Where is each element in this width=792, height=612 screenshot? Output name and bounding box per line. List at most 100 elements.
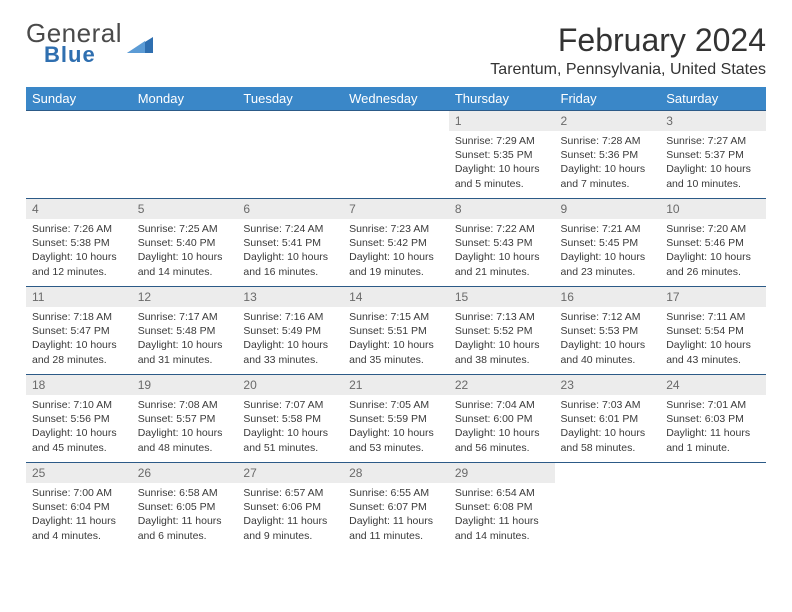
sunrise-text: Sunrise: 7:27 AM [666,134,760,148]
calendar-day-cell: 8Sunrise: 7:22 AMSunset: 5:43 PMDaylight… [449,199,555,287]
sunset-text: Sunset: 6:08 PM [455,500,549,514]
calendar-day-cell: 12Sunrise: 7:17 AMSunset: 5:48 PMDayligh… [132,287,238,375]
brand-text: General Blue [26,22,122,65]
calendar-day-cell: 7Sunrise: 7:23 AMSunset: 5:42 PMDaylight… [343,199,449,287]
sunrise-text: Sunrise: 7:18 AM [32,310,126,324]
calendar-day-cell [343,111,449,199]
day-number: 23 [555,375,661,395]
sunset-text: Sunset: 6:06 PM [243,500,337,514]
day-number: 17 [660,287,766,307]
sunset-text: Sunset: 5:57 PM [138,412,232,426]
day-details: Sunrise: 7:00 AMSunset: 6:04 PMDaylight:… [26,483,132,547]
sunset-text: Sunset: 5:54 PM [666,324,760,338]
day-number: 1 [449,111,555,131]
sunrise-text: Sunrise: 7:22 AM [455,222,549,236]
weekday-header: Thursday [449,87,555,111]
day-number: 26 [132,463,238,483]
calendar-day-cell: 3Sunrise: 7:27 AMSunset: 5:37 PMDaylight… [660,111,766,199]
daylight-text: Daylight: 10 hours and 21 minutes. [455,250,549,278]
sunset-text: Sunset: 5:48 PM [138,324,232,338]
daylight-text: Daylight: 11 hours and 14 minutes. [455,514,549,542]
day-number: 3 [660,111,766,131]
sunrise-text: Sunrise: 7:10 AM [32,398,126,412]
day-details: Sunrise: 7:28 AMSunset: 5:36 PMDaylight:… [555,131,661,195]
sunrise-text: Sunrise: 7:13 AM [455,310,549,324]
day-details: Sunrise: 7:07 AMSunset: 5:58 PMDaylight:… [237,395,343,459]
day-number: 2 [555,111,661,131]
sunset-text: Sunset: 5:56 PM [32,412,126,426]
calendar-week-row: 1Sunrise: 7:29 AMSunset: 5:35 PMDaylight… [26,111,766,199]
day-details: Sunrise: 6:58 AMSunset: 6:05 PMDaylight:… [132,483,238,547]
calendar-day-cell: 18Sunrise: 7:10 AMSunset: 5:56 PMDayligh… [26,375,132,463]
day-number: 19 [132,375,238,395]
calendar-day-cell: 25Sunrise: 7:00 AMSunset: 6:04 PMDayligh… [26,463,132,551]
sunrise-text: Sunrise: 7:05 AM [349,398,443,412]
day-details: Sunrise: 7:12 AMSunset: 5:53 PMDaylight:… [555,307,661,371]
day-number: 13 [237,287,343,307]
daylight-text: Daylight: 10 hours and 33 minutes. [243,338,337,366]
calendar-week-row: 25Sunrise: 7:00 AMSunset: 6:04 PMDayligh… [26,463,766,551]
day-details: Sunrise: 6:57 AMSunset: 6:06 PMDaylight:… [237,483,343,547]
calendar-day-cell: 26Sunrise: 6:58 AMSunset: 6:05 PMDayligh… [132,463,238,551]
day-details: Sunrise: 7:16 AMSunset: 5:49 PMDaylight:… [237,307,343,371]
daylight-text: Daylight: 10 hours and 48 minutes. [138,426,232,454]
calendar-day-cell: 1Sunrise: 7:29 AMSunset: 5:35 PMDaylight… [449,111,555,199]
daylight-text: Daylight: 11 hours and 4 minutes. [32,514,126,542]
sunrise-text: Sunrise: 7:07 AM [243,398,337,412]
daylight-text: Daylight: 10 hours and 28 minutes. [32,338,126,366]
day-number: 25 [26,463,132,483]
sunrise-text: Sunrise: 7:04 AM [455,398,549,412]
calendar-day-cell [237,111,343,199]
day-details: Sunrise: 7:15 AMSunset: 5:51 PMDaylight:… [343,307,449,371]
daylight-text: Daylight: 10 hours and 58 minutes. [561,426,655,454]
sunset-text: Sunset: 5:46 PM [666,236,760,250]
calendar-day-cell [26,111,132,199]
sunrise-text: Sunrise: 7:17 AM [138,310,232,324]
sunrise-text: Sunrise: 6:57 AM [243,486,337,500]
day-details: Sunrise: 7:25 AMSunset: 5:40 PMDaylight:… [132,219,238,283]
day-number: 4 [26,199,132,219]
sunset-text: Sunset: 5:47 PM [32,324,126,338]
day-details: Sunrise: 7:26 AMSunset: 5:38 PMDaylight:… [26,219,132,283]
day-details: Sunrise: 7:29 AMSunset: 5:35 PMDaylight:… [449,131,555,195]
day-number-bar-empty [237,111,343,131]
calendar-day-cell: 19Sunrise: 7:08 AMSunset: 5:57 PMDayligh… [132,375,238,463]
sunrise-text: Sunrise: 7:16 AM [243,310,337,324]
day-details: Sunrise: 7:05 AMSunset: 5:59 PMDaylight:… [343,395,449,459]
daylight-text: Daylight: 10 hours and 16 minutes. [243,250,337,278]
sunrise-text: Sunrise: 6:58 AM [138,486,232,500]
sunrise-text: Sunrise: 7:08 AM [138,398,232,412]
day-details: Sunrise: 7:03 AMSunset: 6:01 PMDaylight:… [555,395,661,459]
sunrise-text: Sunrise: 7:01 AM [666,398,760,412]
weekday-header: Sunday [26,87,132,111]
calendar-day-cell: 4Sunrise: 7:26 AMSunset: 5:38 PMDaylight… [26,199,132,287]
sunset-text: Sunset: 6:00 PM [455,412,549,426]
sunrise-text: Sunrise: 7:25 AM [138,222,232,236]
day-number-bar-empty [26,111,132,131]
sunrise-text: Sunrise: 7:28 AM [561,134,655,148]
sunset-text: Sunset: 5:42 PM [349,236,443,250]
sunset-text: Sunset: 6:03 PM [666,412,760,426]
day-number: 8 [449,199,555,219]
day-details: Sunrise: 7:18 AMSunset: 5:47 PMDaylight:… [26,307,132,371]
daylight-text: Daylight: 10 hours and 51 minutes. [243,426,337,454]
sunset-text: Sunset: 6:05 PM [138,500,232,514]
day-details: Sunrise: 7:24 AMSunset: 5:41 PMDaylight:… [237,219,343,283]
calendar-day-cell: 29Sunrise: 6:54 AMSunset: 6:08 PMDayligh… [449,463,555,551]
sunset-text: Sunset: 6:07 PM [349,500,443,514]
daylight-text: Daylight: 10 hours and 43 minutes. [666,338,760,366]
day-number: 21 [343,375,449,395]
brand-logo: General Blue [26,22,153,65]
sunset-text: Sunset: 5:53 PM [561,324,655,338]
sunset-text: Sunset: 6:01 PM [561,412,655,426]
calendar-day-cell: 16Sunrise: 7:12 AMSunset: 5:53 PMDayligh… [555,287,661,375]
daylight-text: Daylight: 11 hours and 1 minute. [666,426,760,454]
daylight-text: Daylight: 10 hours and 14 minutes. [138,250,232,278]
calendar-day-cell: 21Sunrise: 7:05 AMSunset: 5:59 PMDayligh… [343,375,449,463]
calendar-day-cell: 28Sunrise: 6:55 AMSunset: 6:07 PMDayligh… [343,463,449,551]
daylight-text: Daylight: 10 hours and 23 minutes. [561,250,655,278]
calendar-header-row: SundayMondayTuesdayWednesdayThursdayFrid… [26,87,766,111]
sunrise-text: Sunrise: 7:00 AM [32,486,126,500]
day-details: Sunrise: 7:22 AMSunset: 5:43 PMDaylight:… [449,219,555,283]
day-details: Sunrise: 7:08 AMSunset: 5:57 PMDaylight:… [132,395,238,459]
